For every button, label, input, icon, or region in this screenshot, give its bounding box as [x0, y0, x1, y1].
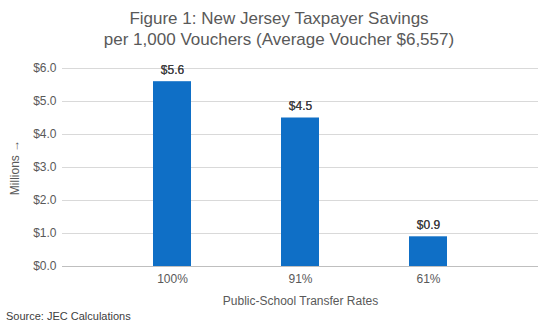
svg-text:$5.6: $5.6 — [161, 63, 185, 77]
svg-text:$5.6: $5.6 — [161, 63, 185, 77]
svg-text:91%: 91% — [288, 272, 312, 286]
html-text:Figure 1: New Jersey Taxpayer: Figure 1: New Jersey Taxpayer Savings pe… — [103, 9, 455, 49]
svg-text:$5.0: $5.0 — [33, 94, 57, 108]
svg-text:$3.0: $3.0 — [33, 160, 57, 174]
svg-text:$1.0: $1.0 — [33, 226, 57, 240]
svg-text:$0.9: $0.9 — [417, 218, 441, 232]
svg-text:Public-School Transfer Rates: Public-School Transfer Rates — [223, 294, 378, 308]
svg-text:$0.0: $0.0 — [33, 259, 57, 273]
svg-text:$4.5: $4.5 — [289, 99, 313, 113]
svg-text:$4.0: $4.0 — [33, 127, 57, 141]
svg-text:$6.0: $6.0 — [33, 61, 57, 75]
svg-text:$0.9: $0.9 — [417, 218, 441, 232]
html-text:Source: JEC Calculations: Source: JEC Calculations — [6, 310, 131, 322]
svg-text:$4.5: $4.5 — [289, 99, 313, 113]
svg-text:$2.0: $2.0 — [33, 193, 57, 207]
svg-text:100%: 100% — [157, 272, 188, 286]
svg-text:Millions →: Millions → — [8, 140, 22, 195]
svg-text:61%: 61% — [416, 272, 440, 286]
